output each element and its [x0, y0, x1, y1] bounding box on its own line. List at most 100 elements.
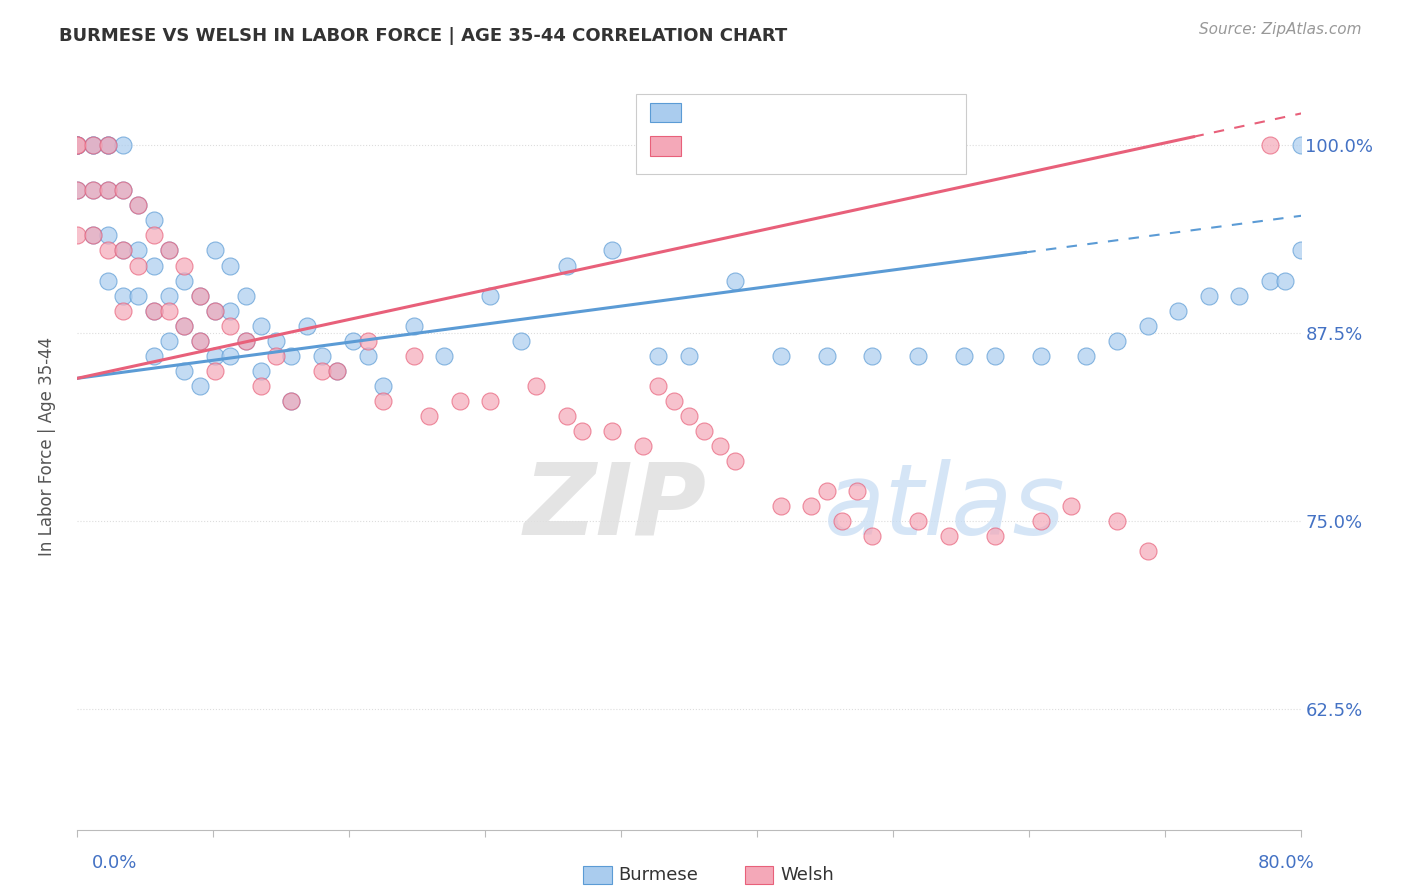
- Point: [724, 274, 747, 288]
- Text: R = 0.422   N = 63: R = 0.422 N = 63: [689, 136, 873, 154]
- Text: 80.0%: 80.0%: [1258, 855, 1315, 872]
- Point: [602, 424, 624, 438]
- Point: [433, 349, 456, 363]
- Point: [1167, 303, 1189, 318]
- Point: [631, 439, 654, 453]
- Point: [602, 244, 624, 258]
- Point: [66, 138, 89, 153]
- Point: [173, 364, 195, 378]
- Point: [938, 529, 960, 543]
- Point: [357, 349, 380, 363]
- Point: [66, 138, 89, 153]
- Point: [402, 349, 425, 363]
- Point: [204, 303, 226, 318]
- Point: [769, 349, 792, 363]
- Point: [173, 318, 195, 333]
- Point: [66, 138, 89, 153]
- Point: [815, 349, 838, 363]
- Point: [662, 393, 685, 408]
- Point: [157, 303, 180, 318]
- Text: Welsh: Welsh: [780, 866, 834, 884]
- Point: [82, 228, 104, 243]
- Point: [97, 138, 120, 153]
- Point: [371, 379, 394, 393]
- Point: [127, 244, 149, 258]
- Point: [112, 303, 135, 318]
- Point: [724, 454, 747, 468]
- Point: [1136, 544, 1159, 558]
- Point: [173, 318, 195, 333]
- Point: [1258, 138, 1281, 153]
- Point: [219, 349, 242, 363]
- Point: [82, 138, 104, 153]
- Point: [1229, 288, 1251, 302]
- Point: [97, 228, 120, 243]
- Point: [371, 393, 394, 408]
- Point: [264, 334, 287, 348]
- Text: Burmese: Burmese: [619, 866, 699, 884]
- Point: [647, 349, 669, 363]
- Point: [142, 228, 165, 243]
- Text: atlas: atlas: [824, 458, 1066, 556]
- Point: [235, 334, 257, 348]
- Point: [97, 183, 120, 197]
- Point: [173, 259, 195, 273]
- Point: [219, 318, 242, 333]
- Point: [204, 364, 226, 378]
- Point: [984, 529, 1007, 543]
- Point: [250, 318, 273, 333]
- Point: [280, 393, 302, 408]
- Point: [112, 183, 135, 197]
- Point: [357, 334, 380, 348]
- Point: [112, 244, 135, 258]
- Point: [1136, 318, 1159, 333]
- Point: [342, 334, 364, 348]
- Point: [862, 529, 884, 543]
- Point: [112, 244, 135, 258]
- Point: [157, 244, 180, 258]
- Point: [157, 334, 180, 348]
- Point: [157, 244, 180, 258]
- Point: [250, 364, 273, 378]
- Point: [66, 138, 89, 153]
- Point: [907, 349, 929, 363]
- Point: [1107, 514, 1129, 528]
- Text: 0.0%: 0.0%: [91, 855, 136, 872]
- Point: [953, 349, 976, 363]
- Point: [112, 288, 135, 302]
- Point: [97, 183, 120, 197]
- Point: [204, 244, 226, 258]
- Point: [127, 198, 149, 212]
- Point: [769, 499, 792, 513]
- Point: [97, 138, 120, 153]
- Point: [82, 183, 104, 197]
- Point: [280, 349, 302, 363]
- Point: [219, 303, 242, 318]
- Point: [112, 138, 135, 153]
- Point: [418, 409, 440, 423]
- Point: [173, 274, 195, 288]
- Text: Source: ZipAtlas.com: Source: ZipAtlas.com: [1198, 22, 1361, 37]
- Point: [142, 303, 165, 318]
- Point: [280, 393, 302, 408]
- Point: [127, 288, 149, 302]
- Point: [326, 364, 349, 378]
- Point: [204, 303, 226, 318]
- Point: [1198, 288, 1220, 302]
- Text: ZIP: ZIP: [524, 458, 707, 556]
- Point: [555, 259, 578, 273]
- Point: [862, 349, 884, 363]
- Point: [555, 409, 578, 423]
- Point: [1029, 349, 1052, 363]
- Point: [1258, 274, 1281, 288]
- Point: [907, 514, 929, 528]
- Point: [127, 259, 149, 273]
- Point: [1289, 138, 1312, 153]
- Point: [1289, 244, 1312, 258]
- Point: [127, 198, 149, 212]
- Point: [846, 484, 869, 499]
- Point: [693, 424, 716, 438]
- Point: [678, 409, 700, 423]
- Point: [509, 334, 531, 348]
- Point: [188, 288, 211, 302]
